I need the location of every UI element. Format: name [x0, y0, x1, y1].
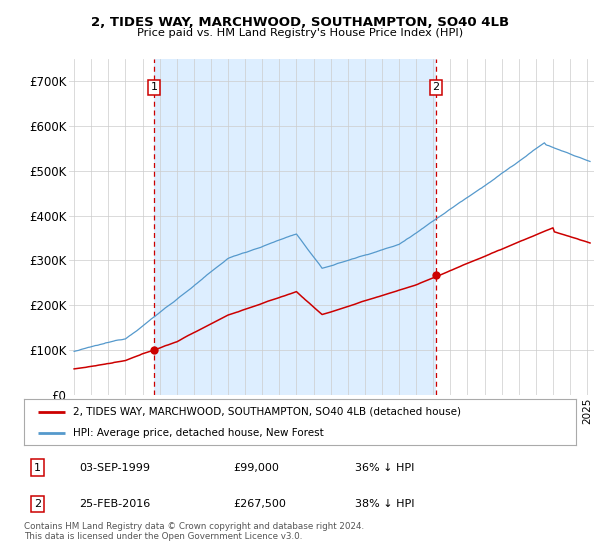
Text: 36% ↓ HPI: 36% ↓ HPI	[355, 463, 415, 473]
Text: 25-FEB-2016: 25-FEB-2016	[79, 499, 151, 509]
Text: HPI: Average price, detached house, New Forest: HPI: Average price, detached house, New …	[73, 428, 323, 438]
Text: 03-SEP-1999: 03-SEP-1999	[79, 463, 150, 473]
Text: 2: 2	[34, 499, 41, 509]
Text: 38% ↓ HPI: 38% ↓ HPI	[355, 499, 415, 509]
Text: Price paid vs. HM Land Registry's House Price Index (HPI): Price paid vs. HM Land Registry's House …	[137, 28, 463, 38]
Text: £99,000: £99,000	[234, 463, 280, 473]
Text: Contains HM Land Registry data © Crown copyright and database right 2024.
This d: Contains HM Land Registry data © Crown c…	[24, 522, 364, 542]
Text: 2: 2	[432, 82, 439, 92]
Text: 2, TIDES WAY, MARCHWOOD, SOUTHAMPTON, SO40 4LB (detached house): 2, TIDES WAY, MARCHWOOD, SOUTHAMPTON, SO…	[73, 407, 461, 417]
Bar	[154, 59, 436, 395]
Text: 1: 1	[151, 82, 157, 92]
Text: £267,500: £267,500	[234, 499, 287, 509]
Text: 1: 1	[34, 463, 41, 473]
Text: 2, TIDES WAY, MARCHWOOD, SOUTHAMPTON, SO40 4LB: 2, TIDES WAY, MARCHWOOD, SOUTHAMPTON, SO…	[91, 16, 509, 29]
